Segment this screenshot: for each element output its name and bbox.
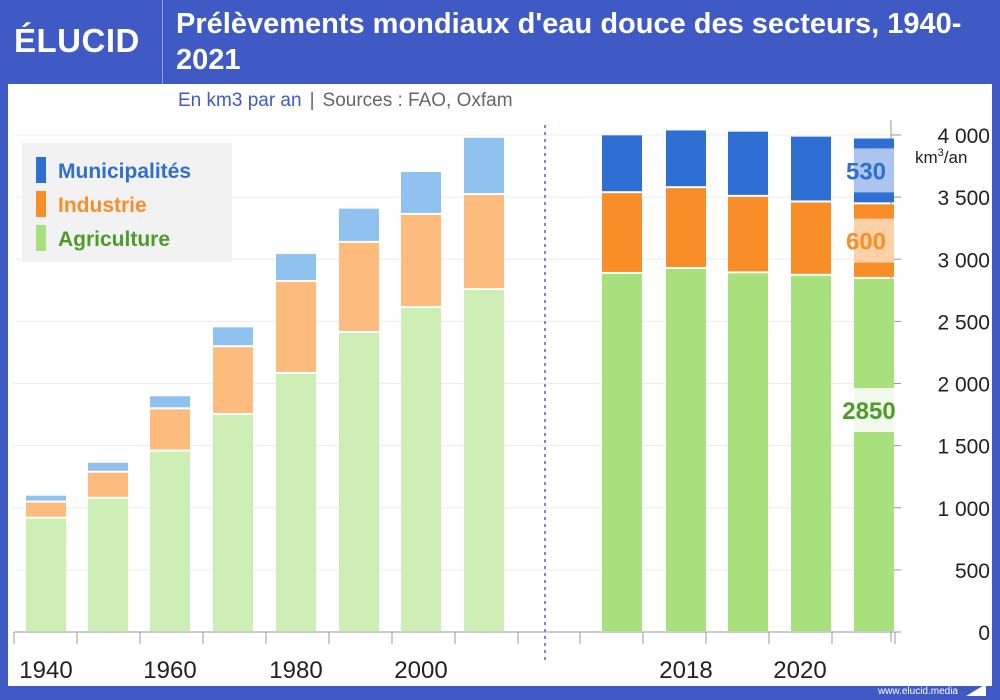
legend-swatch: [36, 225, 46, 251]
x-tick-label: 2020: [773, 657, 826, 684]
x-tick-label: 2000: [394, 657, 447, 684]
data-label-bg: [854, 218, 894, 263]
x-tick-label: 1940: [19, 657, 72, 684]
bar-municipalités-2017: [602, 135, 642, 192]
bar-municipalités-2018: [666, 130, 706, 187]
data-label-bg: [854, 148, 894, 193]
y-tick-label: 2 000: [937, 374, 990, 397]
bar-municipalités-1950: [88, 462, 128, 471]
legend-swatch: [36, 191, 46, 217]
bar-industrie-1950: [88, 472, 128, 497]
y-tick-label: 3 500: [937, 187, 990, 210]
y-tick-label: 1 000: [937, 498, 990, 521]
bar-municipalités-1960: [150, 396, 190, 408]
header: ÉLUCID Prélèvements mondiaux d'eau douce…: [0, 0, 1000, 84]
bar-industrie-2018: [666, 188, 706, 267]
data-label-agriculture: 2850: [842, 398, 895, 425]
x-tick-label: 1960: [143, 657, 196, 684]
legend-label: Municipalités: [58, 160, 191, 183]
bar-agriculture-2017: [602, 273, 642, 631]
data-label-industrie: 600: [846, 229, 886, 256]
y-tick-label: 0: [978, 622, 990, 645]
bar-agriculture-1940: [26, 518, 66, 631]
bar-agriculture-2018: [666, 268, 706, 631]
bar-municipalités-1990: [339, 208, 379, 241]
elucid-mark-icon: [966, 684, 986, 696]
bar-municipalités-1940: [26, 495, 66, 501]
x-tick-label: 2018: [659, 657, 712, 684]
header-divider: [162, 0, 163, 84]
bar-municipalités-1970: [213, 327, 253, 346]
bar-agriculture-1950: [88, 498, 128, 631]
bar-agriculture-2019: [728, 273, 768, 631]
bar-municipalités-1980: [276, 254, 316, 280]
bar-municipalités-2019: [728, 131, 768, 195]
bar-municipalités-2000: [401, 172, 441, 213]
y-tick-label: 500: [955, 560, 990, 583]
bar-agriculture-1980: [276, 373, 316, 631]
bar-industrie-1970: [213, 347, 253, 413]
chart-title: Prélèvements mondiaux d'eau douce des se…: [176, 8, 962, 76]
bar-municipalités-2010: [464, 137, 504, 194]
bar-agriculture-1960: [150, 451, 190, 631]
bar-industrie-1940: [26, 502, 66, 517]
bar-industrie-2020: [791, 202, 831, 274]
bar-agriculture-1970: [213, 414, 253, 631]
bar-industrie-1960: [150, 409, 190, 450]
y-tick-label: 1 500: [937, 436, 990, 459]
y-tick-label: 3 000: [937, 249, 990, 272]
y-tick-label: 4 000: [937, 125, 990, 148]
bar-industrie-2000: [401, 214, 441, 307]
y-tick-label: 2 500: [937, 311, 990, 334]
bar-industrie-1990: [339, 242, 379, 331]
sources-label: Sources : FAO, Oxfam: [322, 90, 513, 111]
y-axis-unit: km3/an: [915, 147, 967, 167]
legend-label: Agriculture: [58, 228, 170, 251]
legend-swatch: [36, 157, 46, 183]
bar-industrie-2017: [602, 193, 642, 272]
subtitle: En km3 par an | Sources : FAO, Oxfam: [178, 90, 513, 112]
elucid-logo: ÉLUCID: [14, 22, 140, 59]
bar-agriculture-2020: [791, 275, 831, 631]
unit-label: En km3 par an: [178, 90, 302, 111]
legend-label: Industrie: [58, 194, 147, 217]
bar-agriculture-2021: [854, 278, 894, 631]
bar-municipalités-2020: [791, 136, 831, 201]
x-tick-label: 1980: [269, 657, 322, 684]
data-label-municipalités: 530: [846, 158, 886, 185]
bar-agriculture-2000: [401, 308, 441, 631]
legend-box: [22, 143, 232, 262]
bar-industrie-2010: [464, 195, 504, 289]
footer-url[interactable]: www.elucid.media: [877, 686, 958, 697]
data-label-bg: [838, 388, 900, 432]
bar-agriculture-1990: [339, 332, 379, 631]
bar-agriculture-2010: [464, 290, 504, 631]
bar-industrie-2019: [728, 196, 768, 272]
bar-industrie-1980: [276, 281, 316, 372]
subtitle-separator: |: [309, 90, 315, 111]
